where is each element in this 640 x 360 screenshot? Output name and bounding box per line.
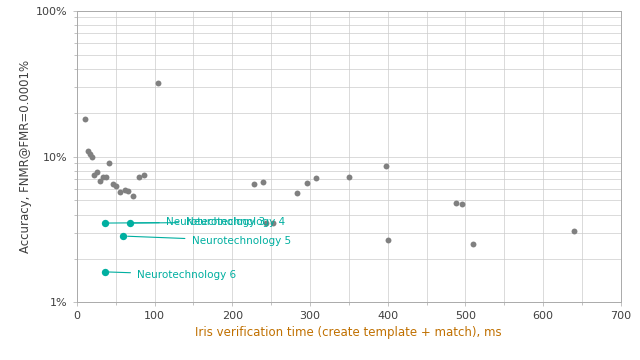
Point [87, 154, 97, 159]
Point [249, 181, 259, 187]
X-axis label: Iris verification time (create template + match), ms: Iris verification time (create template … [195, 325, 502, 339]
Point [89, 172, 99, 178]
Point [98, 175, 108, 180]
Point [344, 175, 354, 180]
Point [451, 200, 461, 206]
Point [301, 180, 312, 186]
Point [125, 220, 135, 226]
Point [260, 220, 271, 226]
Text: Neurotechnology 6: Neurotechnology 6 [109, 270, 237, 280]
Point [120, 187, 130, 193]
Text: Neurotechnology 4: Neurotechnology 4 [134, 217, 285, 227]
Point [457, 202, 467, 207]
Point [311, 175, 321, 181]
Point [115, 189, 125, 195]
Point [108, 181, 118, 187]
Point [292, 190, 302, 196]
Point [123, 188, 133, 194]
Point [83, 148, 93, 153]
Point [569, 228, 579, 234]
Text: Neurotechnology 3: Neurotechnology 3 [109, 217, 266, 227]
Point [79, 117, 90, 122]
Y-axis label: Accuracy, FNMR@FMR=0.0001%: Accuracy, FNMR@FMR=0.0001% [19, 60, 32, 253]
Point [100, 269, 110, 275]
Point [381, 163, 391, 169]
Point [153, 80, 163, 86]
Point [111, 183, 121, 189]
Point [134, 175, 144, 180]
Point [127, 193, 138, 198]
Point [268, 220, 278, 226]
Point [258, 179, 268, 185]
Text: Neurotechnology 5: Neurotechnology 5 [127, 236, 291, 246]
Point [85, 150, 95, 156]
Point [118, 233, 129, 239]
Point [95, 178, 105, 184]
Point [104, 161, 115, 166]
Point [100, 220, 110, 226]
Point [101, 175, 111, 180]
Point [92, 170, 102, 175]
Point [383, 237, 393, 242]
Point [468, 242, 478, 247]
Point [138, 172, 148, 178]
